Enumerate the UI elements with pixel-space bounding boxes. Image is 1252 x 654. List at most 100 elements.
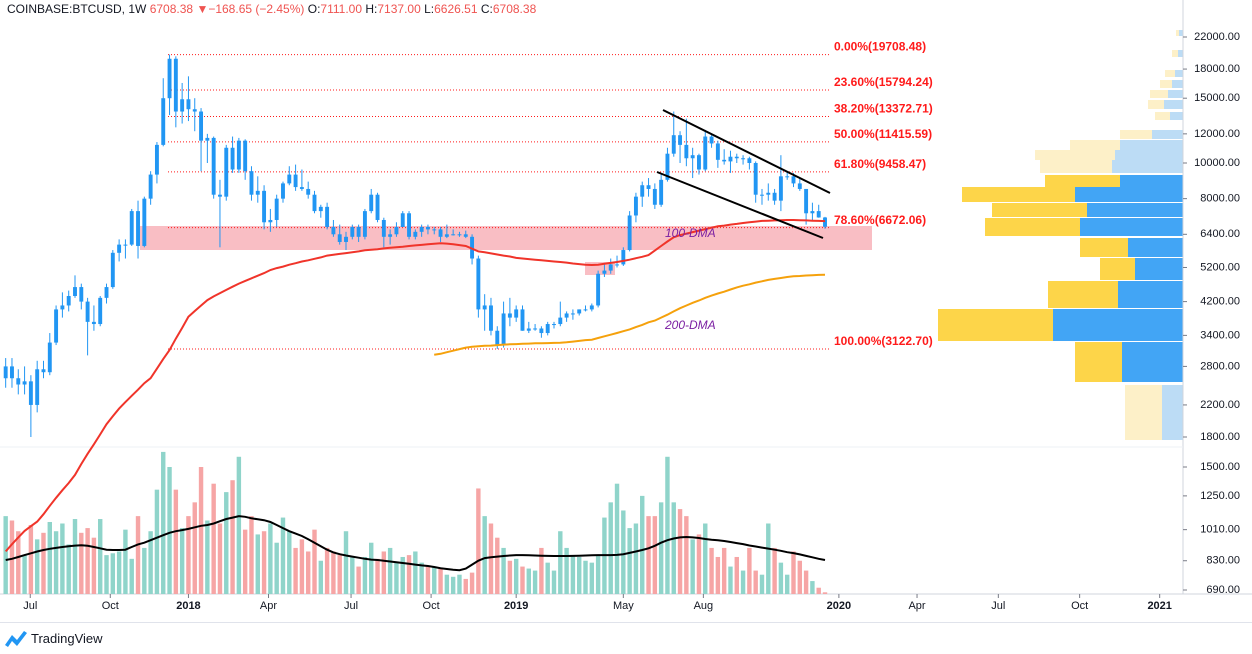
x-tick-label: May	[613, 600, 634, 612]
volume-bar	[343, 531, 349, 594]
candle-body	[545, 324, 550, 334]
volume-bar	[816, 587, 821, 594]
volume-bar	[791, 551, 796, 594]
ohlc-label: L:	[424, 2, 435, 16]
candle-body	[703, 136, 708, 170]
volume-bar	[501, 547, 506, 594]
candle-body	[646, 185, 651, 189]
volume-bar	[148, 531, 153, 594]
volume-bar	[362, 556, 368, 594]
candle-body	[60, 305, 65, 310]
candle-body	[791, 176, 796, 184]
volume-bar	[476, 488, 481, 594]
candle-body	[570, 313, 575, 315]
volume-bar	[173, 489, 179, 594]
candle-body	[117, 244, 122, 253]
candle-body	[22, 381, 27, 385]
candle-body	[451, 234, 456, 236]
volume-bar	[513, 558, 519, 594]
volume-y-tick-label: 690.00	[1206, 584, 1240, 596]
candle-body	[482, 305, 487, 310]
volume-bar	[539, 547, 544, 594]
y-tick-label: 18000.00	[1194, 63, 1240, 75]
volume-bar	[583, 560, 588, 594]
volume-bar	[646, 516, 651, 594]
volume-bar	[211, 483, 216, 594]
volume-bar	[753, 570, 758, 594]
volume-bar	[621, 510, 626, 594]
candle-body	[186, 99, 191, 110]
candle-body	[110, 252, 115, 288]
candle-body	[211, 137, 216, 195]
channel-lower	[656, 171, 824, 239]
candle-body	[129, 211, 134, 245]
volume-bar	[142, 547, 147, 594]
candle-body	[104, 287, 109, 298]
candle-body	[136, 211, 140, 246]
x-tick-label: 2020	[827, 600, 851, 612]
x-tick-label: Jul	[344, 600, 358, 612]
y-tick-label: 10000.00	[1194, 157, 1240, 169]
candle-body	[362, 211, 367, 237]
volume-bar	[671, 502, 676, 594]
volume-bar	[34, 539, 40, 594]
volume-bar	[79, 532, 84, 594]
candle-body	[73, 287, 77, 297]
candle-body	[823, 217, 827, 227]
volume-bar	[268, 523, 273, 594]
volume-y-tick-label: 1250.00	[1200, 490, 1240, 502]
volume-y-tick-label: 830.00	[1206, 555, 1240, 567]
volume-bar	[406, 555, 412, 594]
volume-bar	[205, 520, 210, 594]
volume-bar	[532, 570, 538, 594]
candle-body	[268, 219, 273, 223]
ma200-label: 200-DMA	[664, 318, 716, 332]
x-tick-label: Apr	[908, 600, 925, 612]
volume-bar	[98, 519, 103, 594]
volume-bar	[53, 531, 59, 594]
candle-body	[236, 140, 241, 170]
candle-body	[444, 234, 449, 237]
candle-body	[407, 213, 411, 237]
volume-bar	[577, 556, 582, 594]
candle-body	[205, 137, 210, 141]
candle-body	[3, 366, 8, 379]
volume-bar	[507, 560, 513, 594]
candle-body	[652, 188, 657, 205]
fib-label: 100.00%(3122.70)	[834, 334, 933, 348]
candle-body	[760, 194, 764, 196]
volume-bar	[614, 483, 620, 594]
volume-bar	[778, 562, 784, 594]
candle-body	[369, 194, 374, 212]
support-zone	[140, 226, 872, 250]
volume-bar	[432, 566, 437, 594]
channel-upper	[662, 109, 831, 194]
candle-body	[501, 313, 506, 346]
volume-bar	[41, 532, 46, 594]
ma-line	[434, 273, 826, 356]
candle-body	[476, 258, 481, 310]
volume-bar	[154, 489, 160, 594]
volume-bar	[356, 566, 361, 594]
candle-body	[173, 58, 178, 112]
volume-bar	[198, 467, 204, 594]
candle-body	[489, 305, 493, 331]
candle-body	[230, 147, 235, 170]
y-tick-label: 2200.00	[1200, 399, 1240, 411]
candle-body	[306, 188, 311, 195]
ohlc-label: O:	[307, 2, 321, 16]
x-tick-label: Aug	[694, 600, 714, 612]
x-tick-label: Apr	[260, 600, 277, 612]
volume-bar	[766, 523, 771, 594]
volume-bar	[375, 558, 380, 594]
last-price: 6708.38	[149, 2, 194, 16]
change: −168.65 (−2.45%)	[208, 2, 305, 16]
volume-bar	[684, 516, 689, 594]
volume-y-tick-label: 1010.00	[1200, 524, 1240, 536]
candle-body	[180, 99, 185, 112]
volume-bar	[734, 556, 739, 594]
volume-bar	[413, 551, 418, 594]
change-arrow: ▼	[196, 2, 209, 16]
volume-bar	[419, 562, 424, 594]
